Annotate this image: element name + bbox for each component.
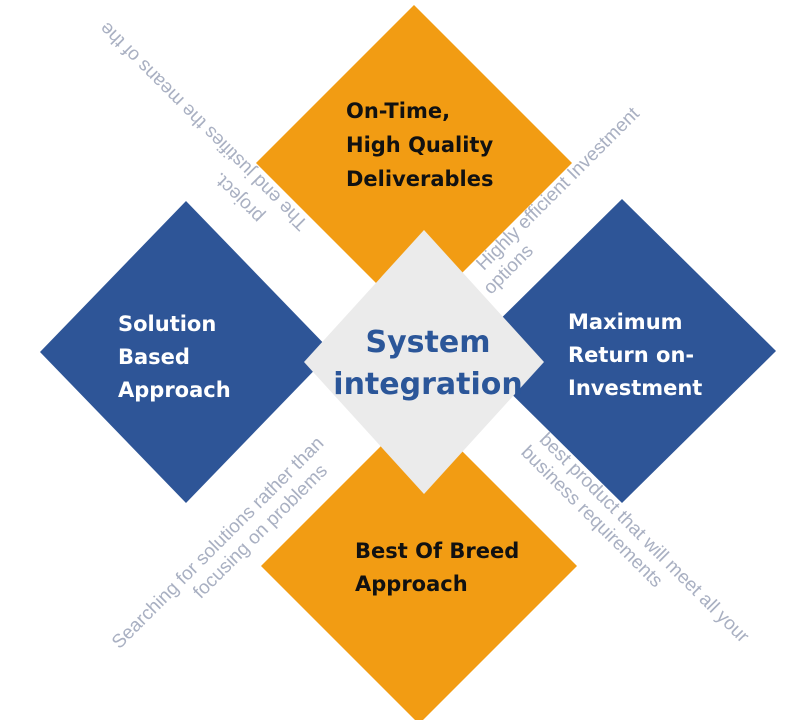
diagonal-top-left-line1: The end justifies the means of the: [96, 18, 312, 234]
bottom-label-line1: Best Of Breed: [355, 539, 519, 563]
bottom-label-line2: Approach: [355, 572, 468, 596]
top-label-line1: On-Time,: [346, 99, 450, 123]
right-label-line2: Return on-: [568, 343, 694, 367]
left-label-line2: Based: [118, 345, 190, 369]
top-label-line2: High Quality: [346, 133, 493, 157]
top-label-line3: Deliverables: [346, 167, 494, 191]
bottom-diamond: [261, 408, 577, 720]
left-diamond: [40, 201, 332, 503]
right-diamond: [468, 199, 776, 503]
center-title-line1: System: [366, 325, 491, 360]
left-label-line3: Approach: [118, 378, 231, 402]
right-label-line1: Maximum: [568, 310, 683, 334]
center-title-line2: integration: [333, 367, 522, 402]
right-label-line3: Investment: [568, 376, 702, 400]
center-diamond: [304, 230, 544, 494]
left-label-line1: Solution: [118, 312, 216, 336]
top-diamond: [256, 5, 572, 321]
